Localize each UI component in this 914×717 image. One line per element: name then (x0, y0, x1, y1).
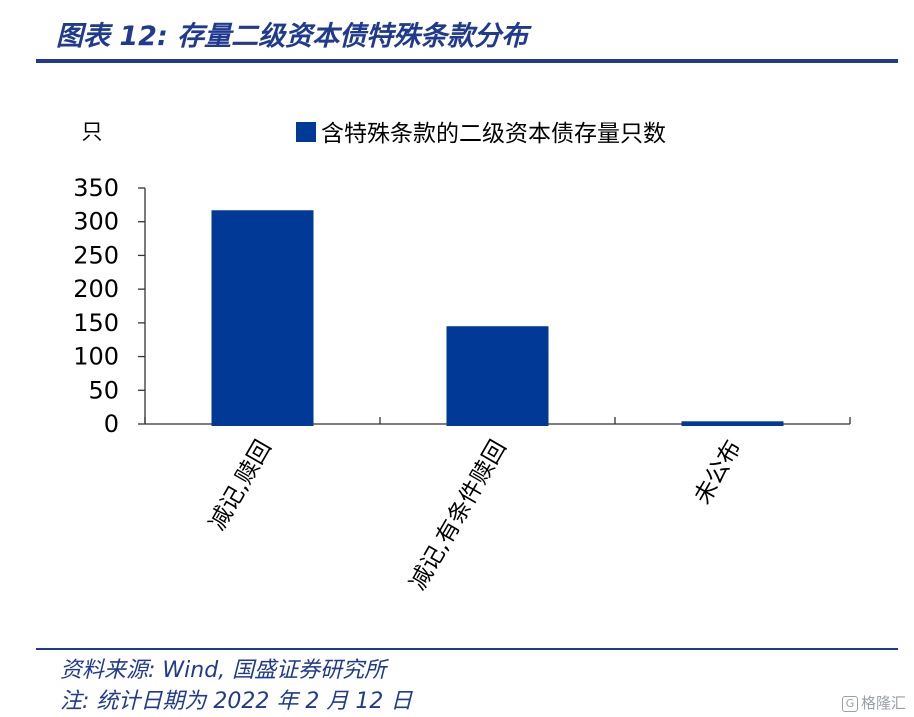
bar (681, 421, 784, 426)
legend-swatch (296, 122, 316, 142)
x-category-label: 未公布 (690, 436, 747, 509)
x-category-label: 减记,赎回 (205, 436, 277, 535)
watermark: G 格隆汇 (841, 692, 906, 713)
figure-title: 图表 12: 存量二级资本债特殊条款分布 (56, 21, 529, 52)
y-tick-label: 50 (88, 376, 119, 404)
bar (211, 210, 314, 426)
date-note: 注: 统计日期为 2022 年 2 月 12 日 (60, 689, 413, 714)
y-tick-label: 150 (73, 309, 119, 337)
y-tick-label: 350 (73, 174, 119, 202)
title-divider (36, 59, 898, 63)
y-tick-label: 250 (73, 241, 119, 269)
bar-chart: 0 50 100 150 200 250 300 350 只 含特殊条款的二级资本债存量只数减记,… (73, 120, 851, 595)
y-tick-label: 200 (73, 275, 119, 303)
watermark-text: 格隆汇 (860, 694, 906, 712)
legend-label: 含特殊条款的二级资本债存量只数 (321, 121, 666, 147)
bar (446, 326, 549, 426)
y-tick-label: 100 (73, 343, 119, 371)
source-note: 资料来源: Wind, 国盛证券研究所 (60, 658, 387, 683)
y-tick-label: 300 (73, 208, 119, 236)
y-axis-label: 只 (82, 120, 103, 144)
footer-divider (36, 648, 898, 650)
x-category-label: 减记,有条件赎回 (405, 436, 512, 595)
g-logo-icon: G (841, 695, 858, 712)
y-tick-label: 0 (104, 410, 119, 438)
